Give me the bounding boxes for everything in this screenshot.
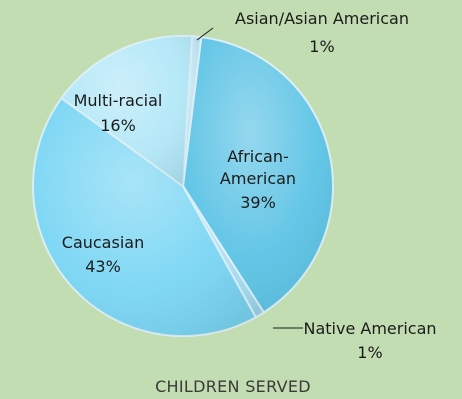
leader-line [196, 27, 214, 41]
slice-labels: Asian/Asian American 1% African- American 39… [62, 9, 437, 362]
slice-category-label: Caucasian [62, 233, 144, 252]
slice-category-label: Asian/Asian American [235, 9, 409, 28]
slice-category-label: African- [227, 147, 289, 166]
pie-slice-shine [32, 98, 256, 337]
pie-slice-shine [61, 36, 192, 186]
pie-slice-shine [183, 186, 264, 318]
slice-category-label: Native American [303, 319, 436, 338]
slice-category-label: American [220, 169, 296, 188]
slice-percent-label: 39% [240, 193, 276, 212]
pie-slices [32, 35, 334, 337]
slice-percent-label: 43% [85, 257, 121, 276]
leader-lines [196, 27, 303, 329]
slice-category-label: Multi-racial [74, 91, 163, 110]
slice-percent-label: 16% [100, 116, 136, 135]
slice-percent-label: 1% [309, 37, 334, 56]
chart-title: CHILDREN SERVED [155, 377, 311, 396]
slice-percent-label: 1% [357, 343, 382, 362]
